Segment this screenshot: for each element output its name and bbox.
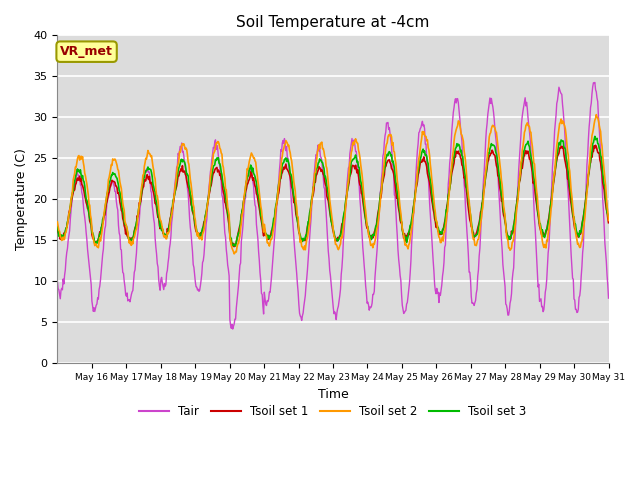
Title: Soil Temperature at -4cm: Soil Temperature at -4cm: [236, 15, 429, 30]
Legend: Tair, Tsoil set 1, Tsoil set 2, Tsoil set 3: Tair, Tsoil set 1, Tsoil set 2, Tsoil se…: [134, 401, 531, 423]
Y-axis label: Temperature (C): Temperature (C): [15, 148, 28, 250]
Text: VR_met: VR_met: [60, 45, 113, 58]
X-axis label: Time: Time: [317, 388, 348, 401]
